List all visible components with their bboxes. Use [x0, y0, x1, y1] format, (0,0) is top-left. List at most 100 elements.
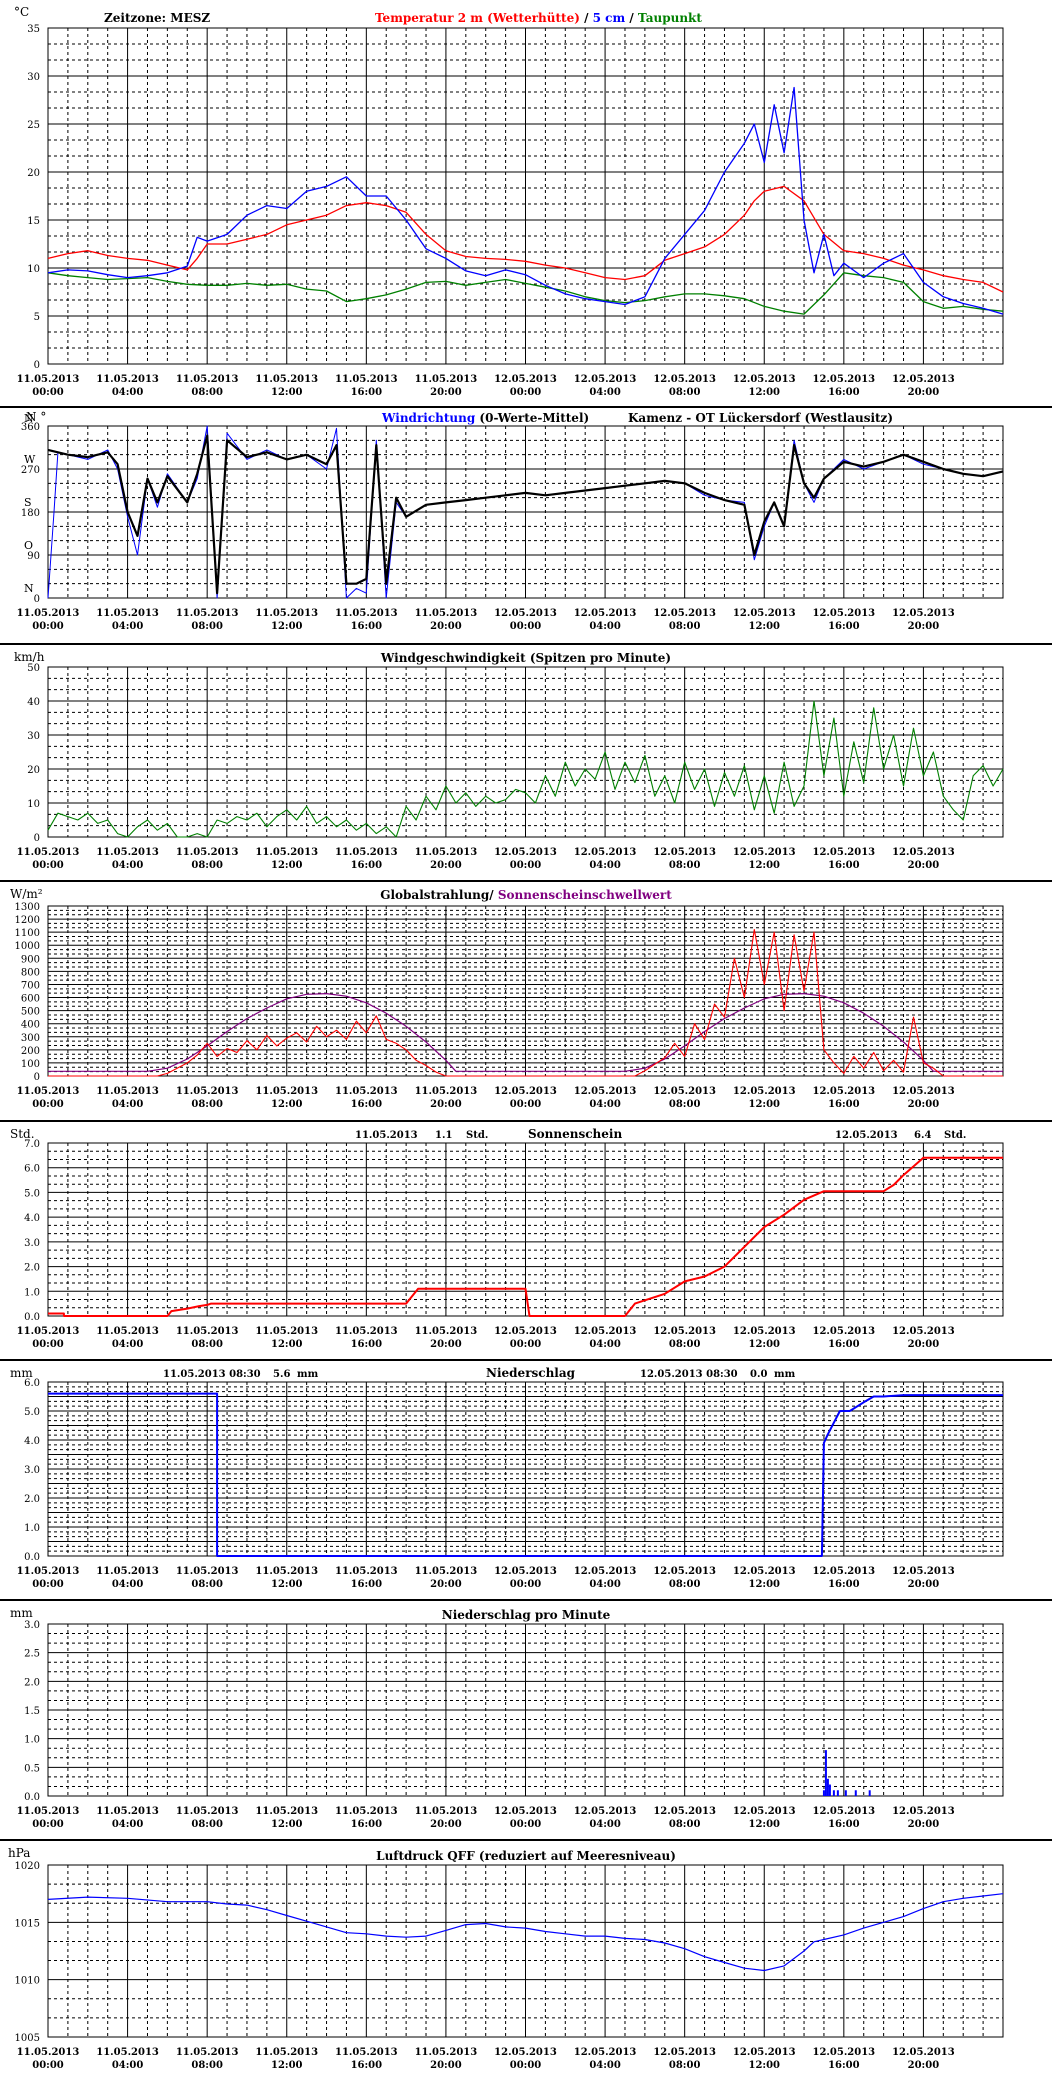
series-line-sonnenschein	[48, 1156, 1003, 1317]
x-tick-time: 16:00	[828, 1339, 860, 1350]
unit-label: N °	[26, 410, 46, 424]
precipitation-minute-chart: 0.0 0.5 1.0 1.5 2.0 2.5 3.0 11.05.2013 00:00 11.0…	[10, 1606, 1004, 1830]
x-tick-date: 12.05.2013	[653, 2047, 716, 2058]
x-tick-date: 11.05.2013	[176, 1806, 239, 1817]
y-tick-label: 20	[27, 168, 40, 179]
day2-unit: mm	[774, 1369, 796, 1380]
x-tick-time: 04:00	[589, 1099, 621, 1110]
x-tick-time: 04:00	[112, 1099, 144, 1110]
panel-pressure: 1005 1010 1015 1020 11.05.2013 00:00 11.05.201…	[0, 1841, 1052, 2081]
x-tick-time: 08:00	[669, 621, 701, 632]
x-tick-date: 11.05.2013	[96, 847, 159, 858]
series-line-mittel	[47, 434, 1004, 595]
x-tick-date: 11.05.2013	[17, 847, 80, 858]
chart-legend: Temperatur 2 m (Wetterhütte) / 5 cm / Ta…	[375, 11, 702, 25]
x-tick-time: 08:00	[669, 1339, 701, 1350]
x-tick-date: 12.05.2013	[892, 1326, 955, 1337]
series-line-windgeschwindigkeit	[47, 700, 1004, 838]
x-tick-time: 12:00	[271, 1819, 303, 1830]
chart-title-part: Globalstrahlung/	[380, 888, 498, 902]
series-line-schwellwert	[48, 992, 1003, 1072]
x-tick-date: 11.05.2013	[335, 374, 398, 385]
x-tick-date: 11.05.2013	[96, 608, 159, 619]
x-tick-time: 00:00	[32, 387, 64, 398]
unit-label: W/m²	[10, 887, 43, 901]
x-tick-time: 00:00	[510, 2060, 542, 2071]
x-tick-date: 11.05.2013	[176, 1566, 239, 1577]
x-tick-date: 12.05.2013	[733, 847, 796, 858]
x-tick-time: 16:00	[351, 860, 383, 871]
y-tick-label: 4.0	[24, 1213, 40, 1224]
x-tick-date: 11.05.2013	[415, 1086, 478, 1097]
x-tick-date: 12.05.2013	[653, 374, 716, 385]
x-tick-time: 12:00	[271, 1099, 303, 1110]
x-tick-time: 00:00	[510, 1819, 542, 1830]
x-tick-time: 12:00	[271, 2060, 303, 2071]
x-tick-time: 04:00	[589, 1819, 621, 1830]
x-tick-time: 16:00	[828, 1099, 860, 1110]
x-tick-time: 08:00	[669, 387, 701, 398]
x-tick-time: 12:00	[748, 1579, 780, 1590]
y-tick-label: 0	[34, 1072, 40, 1083]
panel-precipitation-minute: 0.0 0.5 1.0 1.5 2.0 2.5 3.0 11.05.2013 00:00 11.0…	[0, 1601, 1052, 1839]
direction-label: W	[24, 453, 36, 466]
x-tick-time: 04:00	[589, 387, 621, 398]
plot-frame	[47, 27, 1004, 365]
y-tick-label: 10	[27, 264, 40, 275]
x-tick-date: 12.05.2013	[892, 1086, 955, 1097]
precipitation-chart: 0.0 1.0 2.0 3.0 4.0 5.0 6.0 11.05.2013 00:00 11.0…	[10, 1366, 1004, 1590]
direction-label: O	[24, 539, 33, 552]
chart-legend-part: /	[580, 11, 593, 25]
y-tick-label: 400	[21, 1020, 40, 1031]
series-line-globalstrahlung	[48, 928, 1003, 1077]
x-tick-date: 11.05.2013	[255, 608, 318, 619]
grid-lines	[47, 666, 1004, 838]
pressure-chart: 1005 1010 1015 1020 11.05.2013 00:00 11.05.201…	[8, 1846, 1004, 2071]
wind-direction-chart: 0 90 180 270 360 11.05.2013 00:00 11.05.2013 04:…	[17, 410, 1004, 632]
grid-lines	[47, 1623, 1004, 1797]
x-tick-date: 12.05.2013	[494, 1566, 557, 1577]
x-tick-time: 04:00	[112, 1819, 144, 1830]
y-tick-label: 0.0	[24, 1552, 40, 1563]
y-tick-label: 0	[34, 594, 40, 605]
panel-wind-direction: 0 90 180 270 360 11.05.2013 00:00 11.05.2013 04:…	[0, 408, 1052, 643]
x-tick-time: 12:00	[271, 387, 303, 398]
y-tick-label: 360	[21, 422, 40, 433]
y-tick-label: 700	[21, 980, 40, 991]
x-tick-date: 12.05.2013	[813, 1086, 876, 1097]
y-tick-label: 2.0	[24, 1677, 40, 1688]
divider	[0, 880, 1052, 882]
y-tick-label: 270	[21, 465, 40, 476]
day1-value: 5.6	[273, 1369, 290, 1380]
x-tick-time: 20:00	[430, 1099, 462, 1110]
day2-value: 0.0	[750, 1369, 767, 1380]
series-line-temp-2m	[47, 185, 1004, 293]
y-tick-label: 3.0	[24, 1465, 40, 1476]
y-tick-label: 1000	[15, 941, 40, 952]
unit-label: Std.	[10, 1127, 35, 1141]
temperature-chart: 0 5 10 15 20 25 30 35 11.05.2013 00:00 11.05.2013 0…	[14, 5, 1004, 398]
x-tick-date: 11.05.2013	[255, 1806, 318, 1817]
x-tick-time: 16:00	[828, 621, 860, 632]
x-tick-time: 20:00	[908, 1579, 940, 1590]
chart-legend-part: /	[625, 11, 638, 25]
x-tick-time: 20:00	[908, 1339, 940, 1350]
x-tick-time: 20:00	[908, 387, 940, 398]
x-tick-time: 04:00	[112, 1339, 144, 1350]
x-tick-time: 20:00	[908, 2060, 940, 2071]
x-tick-date: 12.05.2013	[494, 2047, 557, 2058]
x-tick-time: 16:00	[351, 621, 383, 632]
y-tick-label: 1005	[15, 2033, 40, 2044]
y-tick-label: 2.0	[24, 1494, 40, 1505]
x-tick-time: 04:00	[112, 860, 144, 871]
x-tick-date: 11.05.2013	[415, 374, 478, 385]
y-tick-label: 1100	[15, 928, 40, 939]
x-tick-date: 11.05.2013	[415, 2047, 478, 2058]
x-tick-date: 11.05.2013	[255, 2047, 318, 2058]
x-tick-time: 12:00	[748, 1819, 780, 1830]
x-tick-date: 11.05.2013	[96, 1086, 159, 1097]
x-tick-time: 12:00	[748, 387, 780, 398]
y-tick-label: 4.0	[24, 1436, 40, 1447]
x-tick-date: 12.05.2013	[733, 1086, 796, 1097]
